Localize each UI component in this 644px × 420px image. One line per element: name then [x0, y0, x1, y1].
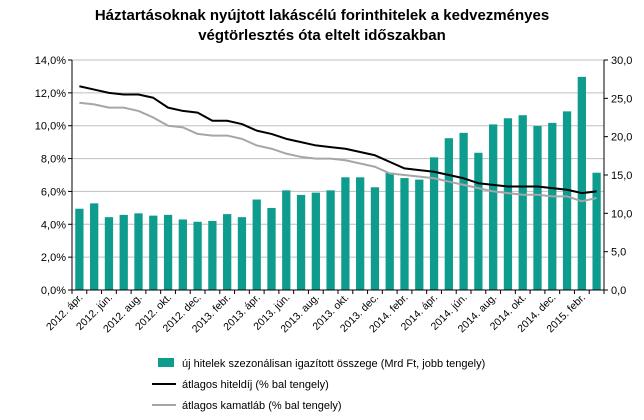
- bar: [548, 122, 557, 290]
- y-left-tick-label: 10,0%: [35, 121, 66, 133]
- bar: [178, 219, 187, 290]
- series-line-1: [79, 85, 597, 195]
- chart-title-line-1: Háztartásoknak nyújtott lakáscélú forint…: [95, 7, 549, 24]
- bar: [134, 213, 143, 290]
- bar: [208, 221, 217, 290]
- chart-title: Háztartásoknak nyújtott lakáscélú forint…: [95, 7, 549, 44]
- bar: [311, 192, 320, 290]
- y-axis-right: 0,0 5,0 10,0 15,0 20,0 25,0 30,0: [604, 55, 632, 297]
- bar: [341, 177, 350, 290]
- bar: [489, 124, 498, 291]
- y-right-tick-label: 15,0: [611, 170, 632, 182]
- y-right-tick-label: 10,0: [611, 208, 632, 220]
- y-right-tick-label: 30,0: [611, 55, 632, 67]
- bar: [163, 214, 173, 290]
- chart-title-line-2: végtörlesztés óta eltelt időszakban: [198, 27, 446, 44]
- y-left-tick-label: 6,0%: [41, 186, 66, 198]
- bar: [193, 221, 202, 290]
- legend-label: átlagos kamatláb (% bal tengely): [182, 400, 342, 412]
- bar: [474, 152, 483, 290]
- y-right-tick-label: 0,0: [611, 285, 626, 297]
- legend-label: új hitelek szezonálisan igazított összeg…: [182, 358, 485, 370]
- legend-label: átlagos hiteldíj (% bal tengely): [182, 379, 329, 391]
- y-right-tick-label: 5,0: [611, 247, 626, 259]
- bar: [223, 214, 232, 290]
- bar: [282, 190, 291, 290]
- bar: [459, 132, 468, 290]
- bar: [415, 179, 424, 290]
- bar: [385, 172, 394, 290]
- y-axis-left: 0,0% 2,0% 4,0% 6,0% 8,0% 10,0% 12,0% 14,0%: [35, 55, 72, 297]
- bar: [370, 187, 380, 290]
- y-left-tick-label: 0,0%: [41, 285, 66, 297]
- bar-series: [75, 76, 601, 291]
- bar: [577, 76, 586, 290]
- bar: [533, 125, 542, 290]
- y-left-tick-label: 4,0%: [41, 219, 66, 231]
- bar: [267, 207, 276, 290]
- y-left-tick-label: 14,0%: [35, 55, 66, 67]
- line-series: [79, 85, 597, 203]
- bar: [518, 115, 527, 290]
- bar: [326, 190, 335, 290]
- y-right-tick-label: 25,0: [611, 93, 632, 105]
- bar: [429, 157, 439, 290]
- bar: [356, 177, 365, 290]
- y-right-tick-label: 20,0: [611, 132, 632, 144]
- bar: [503, 118, 513, 291]
- bar: [252, 199, 261, 290]
- y-left-tick-label: 8,0%: [41, 154, 66, 166]
- y-left-tick-label: 2,0%: [41, 252, 66, 264]
- legend: új hitelek szezonálisan igazított összeg…: [152, 358, 485, 412]
- bar: [562, 111, 572, 290]
- bar: [90, 203, 99, 290]
- legend-swatch-bar: [158, 358, 174, 367]
- y-left-tick-label: 12,0%: [35, 88, 66, 100]
- bar: [444, 138, 453, 290]
- series-line-2: [79, 101, 597, 203]
- bar: [104, 217, 114, 290]
- x-axis: 2012. ápr.2012. jún.2012. aug.2012. okt.…: [44, 290, 605, 335]
- bar: [400, 178, 409, 290]
- bar: [75, 208, 84, 290]
- bar: [119, 214, 128, 290]
- bar: [237, 217, 247, 290]
- bar: [296, 194, 306, 290]
- bar: [592, 172, 601, 290]
- bar: [149, 215, 158, 290]
